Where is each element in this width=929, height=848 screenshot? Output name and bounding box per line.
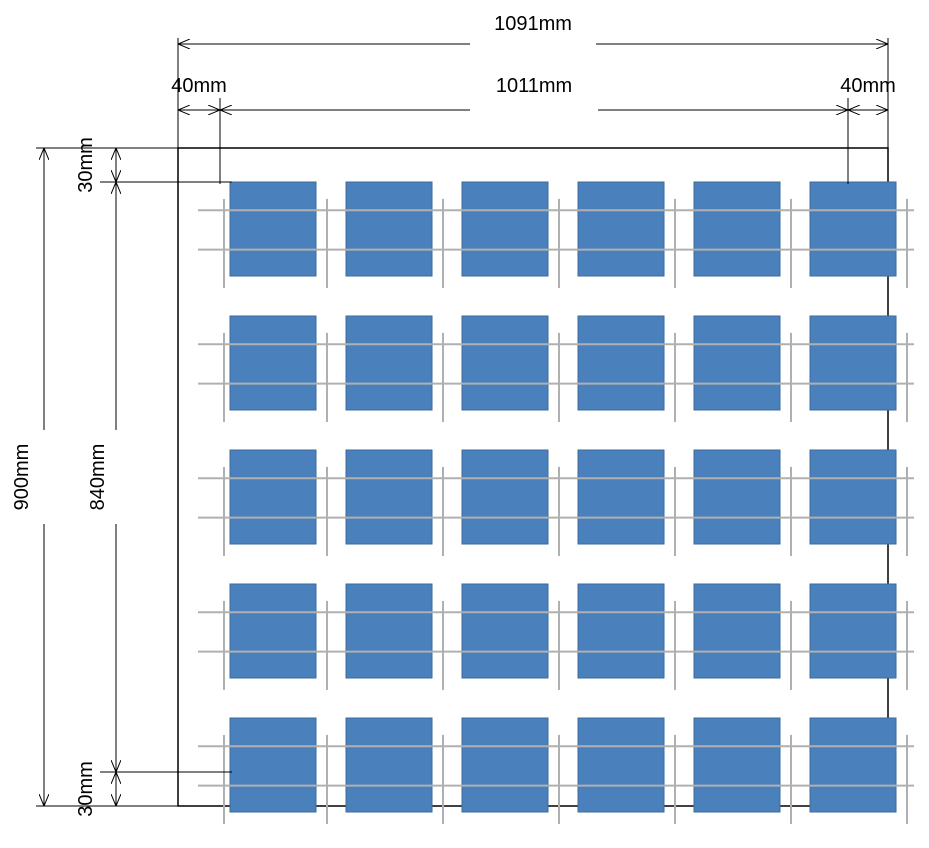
dimensioned-grid-diagram: 1091mm 40mm 1011mm 40mm 900mm 30mm 8 bbox=[0, 0, 929, 848]
grid-cell bbox=[694, 182, 780, 276]
grid-cell bbox=[462, 584, 548, 678]
dim-left-top-margin-label: 30mm bbox=[75, 137, 97, 193]
grid-cell bbox=[462, 718, 548, 812]
grid-cell bbox=[578, 450, 664, 544]
grid-cell bbox=[810, 718, 896, 812]
grid-cell bbox=[346, 450, 432, 544]
grid-cell bbox=[578, 182, 664, 276]
grid-cell bbox=[810, 584, 896, 678]
dim-left-bottom-margin-label: 30mm bbox=[75, 761, 97, 817]
grid-cell bbox=[578, 584, 664, 678]
grid-cell bbox=[346, 718, 432, 812]
grid-cell bbox=[230, 584, 316, 678]
grid-cell bbox=[230, 450, 316, 544]
grid-cell bbox=[230, 182, 316, 276]
dim-left-inner-col: 30mm 840mm 30mm bbox=[75, 137, 232, 817]
grid-cell bbox=[462, 182, 548, 276]
grid-cell bbox=[230, 718, 316, 812]
dim-top-inner-row: 40mm 1011mm 40mm bbox=[171, 75, 896, 184]
dim-top-inner-label: 1011mm bbox=[496, 75, 572, 97]
dim-left-inner-label: 840mm bbox=[87, 444, 109, 511]
grid-cell bbox=[694, 316, 780, 410]
dim-top-left-margin-label: 40mm bbox=[171, 75, 227, 97]
dim-left-outer-label: 900mm bbox=[11, 444, 33, 511]
grid-cell bbox=[346, 584, 432, 678]
grid-cell bbox=[578, 316, 664, 410]
grid-cell bbox=[694, 584, 780, 678]
dim-top-outer-label: 1091mm bbox=[494, 13, 572, 35]
dim-top-right-margin-label: 40mm bbox=[840, 75, 896, 97]
grid-cell bbox=[694, 718, 780, 812]
grid-cell bbox=[578, 718, 664, 812]
grid-cell bbox=[462, 450, 548, 544]
grid-cell bbox=[346, 182, 432, 276]
cell-grid bbox=[230, 182, 896, 812]
grid-cell bbox=[346, 316, 432, 410]
grid-cell bbox=[810, 316, 896, 410]
grid-cell bbox=[810, 182, 896, 276]
grid-cell bbox=[810, 450, 896, 544]
grid-cell bbox=[462, 316, 548, 410]
grid-cell bbox=[230, 316, 316, 410]
grid-cell bbox=[694, 450, 780, 544]
